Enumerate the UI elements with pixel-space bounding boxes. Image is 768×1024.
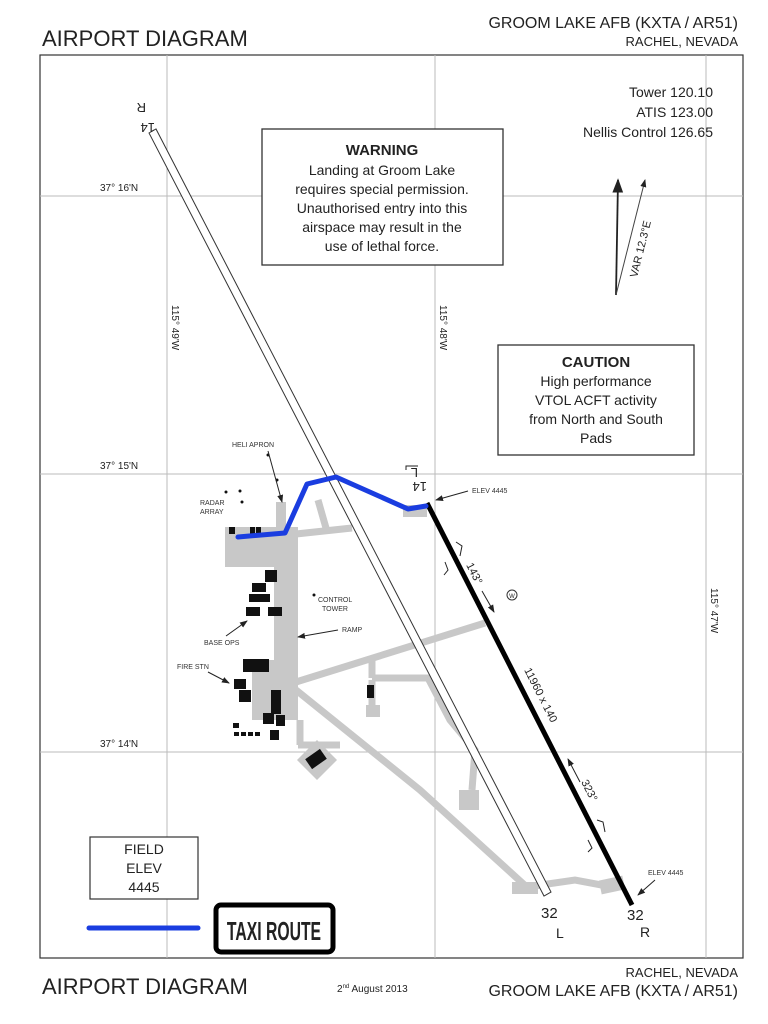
north-arrow-icon bbox=[612, 178, 647, 296]
lat-label: 37° 14'N bbox=[100, 739, 138, 750]
label-ramp: RAMP bbox=[342, 627, 363, 634]
runway-label: 14 bbox=[413, 479, 427, 494]
label-control-tower: TOWER bbox=[322, 606, 348, 613]
heading-arrow-icon bbox=[567, 758, 581, 783]
field-elev-line: ELEV bbox=[126, 860, 162, 876]
legend-taxi-route-label: TAXI ROUTE bbox=[227, 916, 321, 946]
caution-line: Pads bbox=[580, 430, 612, 446]
warning-line: use of lethal force. bbox=[325, 238, 439, 254]
pointer-arrow-icon bbox=[267, 450, 284, 503]
legend-taxi-route-box bbox=[213, 902, 336, 955]
warning-line: Unauthorised entry into this bbox=[297, 200, 467, 216]
pointer-arrow-icon bbox=[297, 629, 339, 639]
runway-heading: 323° bbox=[578, 778, 599, 804]
label-base-ops: BASE OPS bbox=[204, 640, 240, 647]
warning-line: requires special permission. bbox=[295, 181, 469, 197]
label-heli-apron: HELI APRON bbox=[232, 442, 274, 449]
heading-arrow-icon bbox=[481, 590, 495, 613]
warning-line: airspace may result in the bbox=[302, 219, 462, 235]
footer-title: AIRPORT DIAGRAM bbox=[42, 974, 248, 999]
runway-label: L bbox=[556, 925, 564, 941]
taxiways-and-ramp bbox=[225, 502, 479, 810]
caution-line: VTOL ACFT activity bbox=[535, 392, 657, 408]
lon-label: 115° 47'W bbox=[708, 588, 719, 634]
lat-label: 37° 16'N bbox=[100, 183, 138, 194]
runway-14r-32l bbox=[148, 128, 552, 897]
elev-arrow-icon bbox=[435, 490, 469, 501]
freq-tower: Tower 120.10 bbox=[629, 84, 713, 100]
warning-box: WARNING Landing at Groom Lake requires s… bbox=[261, 128, 504, 266]
caution-title: CAUTION bbox=[562, 354, 630, 371]
header-airport: GROOM LAKE AFB (KXTA / AR51) bbox=[488, 15, 738, 32]
warning-title: WARNING bbox=[346, 142, 419, 159]
runway-14l-32r bbox=[424, 501, 635, 907]
taxiway-end bbox=[512, 882, 538, 894]
field-elev-line: FIELD bbox=[124, 841, 164, 857]
pointer-arrow-icon bbox=[225, 620, 248, 637]
windcone-label: W bbox=[509, 594, 515, 600]
runway-label: R bbox=[137, 100, 146, 115]
windcone-icon bbox=[506, 589, 518, 601]
footer-date: 2nd August 2013 bbox=[337, 984, 408, 995]
header-location: RACHEL, NEVADA bbox=[626, 34, 739, 49]
caution-box: CAUTION High performance VTOL ACFT activ… bbox=[497, 344, 695, 456]
freq-atis: ATIS 123.00 bbox=[636, 104, 713, 120]
label-fire-stn: FIRE STN bbox=[177, 664, 209, 671]
diagram-frame bbox=[39, 54, 744, 959]
elev-label: ELEV 4445 bbox=[472, 488, 508, 495]
buildings bbox=[224, 453, 374, 770]
runway-label: 32 bbox=[627, 907, 644, 924]
caution-line: High performance bbox=[540, 373, 651, 389]
label-radar: RADAR bbox=[200, 500, 225, 507]
lon-label: 115° 49'W bbox=[169, 305, 180, 351]
freq-nellis: Nellis Control 126.65 bbox=[583, 124, 713, 140]
lat-label: 37° 15'N bbox=[100, 461, 138, 472]
runway-label: 32 bbox=[541, 905, 558, 922]
label-control-tower: CONTROL bbox=[318, 597, 352, 604]
field-elevation-box: FIELD ELEV 4445 bbox=[89, 836, 199, 900]
taxi-route-path bbox=[235, 474, 429, 540]
pointer-arrow-icon bbox=[207, 671, 230, 684]
header-title: AIRPORT DIAGRAM bbox=[42, 26, 248, 51]
footer-airport: GROOM LAKE AFB (KXTA / AR51) bbox=[488, 983, 738, 1000]
magnetic-variation: VAR 12.3°E bbox=[628, 220, 654, 279]
runway-label: R bbox=[640, 924, 650, 940]
footer-location: RACHEL, NEVADA bbox=[626, 965, 739, 980]
runway-label: 14 bbox=[141, 120, 155, 135]
elev-arrow-icon bbox=[637, 879, 656, 896]
field-elev-line: 4445 bbox=[128, 879, 159, 895]
hold-short-icon bbox=[405, 465, 606, 853]
label-radar: ARRAY bbox=[200, 509, 224, 516]
lon-label: 115° 48'W bbox=[437, 305, 448, 351]
runway-label: L bbox=[411, 465, 418, 480]
caution-line: from North and South bbox=[529, 411, 663, 427]
warning-line: Landing at Groom Lake bbox=[309, 162, 456, 178]
elev-label: ELEV 4445 bbox=[648, 870, 684, 877]
